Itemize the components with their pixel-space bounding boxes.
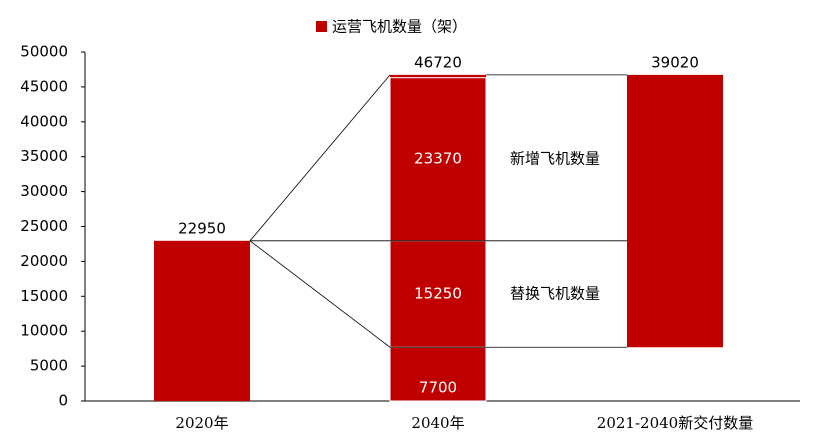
annotation: 新增飞机数量 [510,150,600,168]
segment [389,346,487,402]
legend-label: 运营飞机数量（架） [332,18,467,36]
value-label: 22950 [178,219,226,237]
y-tick-label: 40000 [20,112,68,130]
y-tick-label: 15000 [20,287,68,305]
bar [627,74,723,348]
value-label: 46720 [414,53,462,71]
connector [249,240,391,348]
bar [154,240,250,401]
y-tick-label: 0 [58,392,68,410]
y-tick-label: 30000 [20,182,68,200]
x-tick-label: 2021-2040新交付数量 [597,414,753,432]
annotation: 替换飞机数量 [510,285,600,303]
x-tick-label: 2040年 [411,414,464,432]
segment-label: 7700 [419,379,457,397]
y-tick-label: 5000 [30,357,68,375]
y-tick-label: 25000 [20,217,68,235]
x-tick-label: 2020年 [175,414,228,432]
y-tick-label: 10000 [20,322,68,340]
value-label: 39020 [651,53,699,71]
y-tick-label: 35000 [20,147,68,165]
y-tick-label: 45000 [20,77,68,95]
y-tick-label: 50000 [20,43,68,61]
y-tick-label: 20000 [20,252,68,270]
segment-label: 23370 [414,150,462,168]
segment-label: 15250 [414,285,462,303]
legend-swatch [316,21,327,32]
connector [249,74,391,242]
